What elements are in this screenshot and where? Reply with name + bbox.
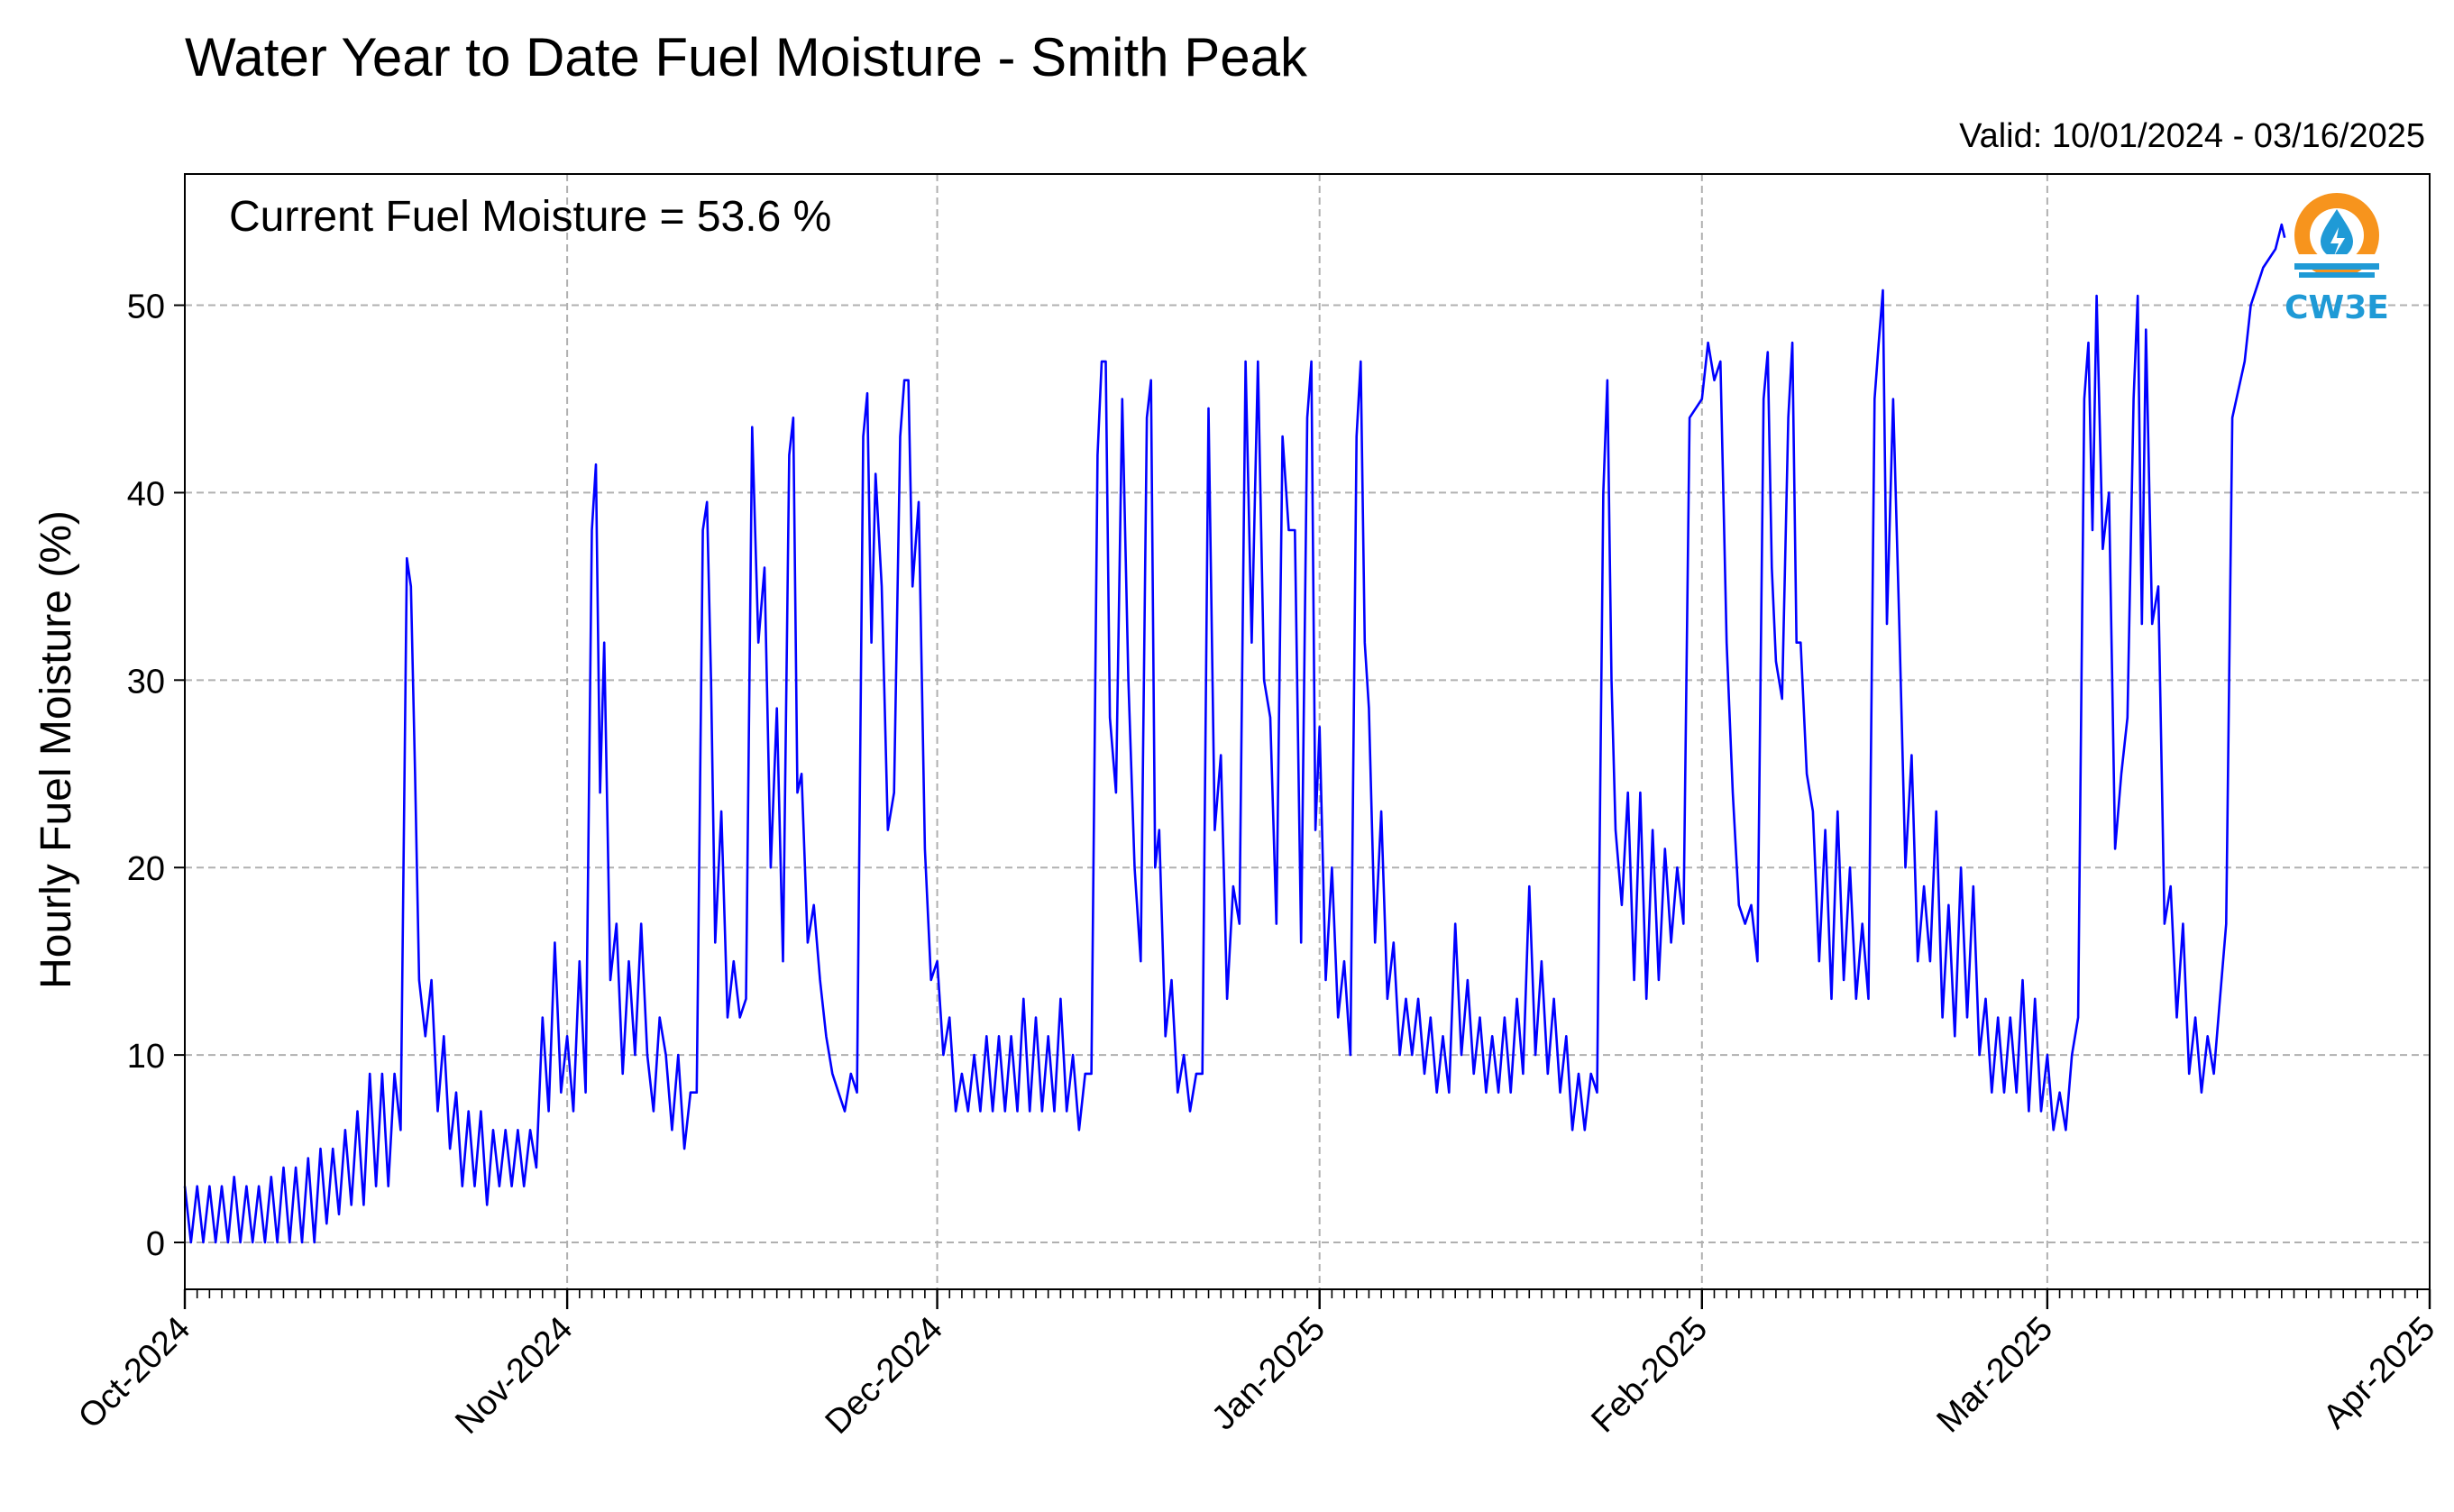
valid-date-range: Valid: 10/01/2024 - 03/16/2025 xyxy=(1959,117,2425,155)
y-tick-label: 10 xyxy=(127,1038,165,1076)
gridlines xyxy=(184,174,2431,1289)
y-tick-label: 40 xyxy=(127,475,165,513)
x-tick-label: Dec-2024 xyxy=(819,1310,950,1442)
y-tick-label: 30 xyxy=(127,663,165,701)
plot-frame xyxy=(184,173,2431,1290)
x-tick-label: Feb-2025 xyxy=(1584,1310,1715,1441)
x-tick-label: Oct-2024 xyxy=(71,1310,197,1436)
x-tick-label: Jan-2025 xyxy=(1204,1310,1332,1438)
fuel-moisture-line xyxy=(183,223,2286,1244)
x-tick-label: Mar-2025 xyxy=(1930,1310,2061,1441)
chart-title: Water Year to Date Fuel Moisture - Smith… xyxy=(185,27,1308,87)
data-series xyxy=(183,223,2286,1244)
x-tick-label: Nov-2024 xyxy=(448,1310,580,1442)
y-axis-label: Hourly Fuel Moisture (%) xyxy=(32,510,80,989)
cw3e-logo-icon xyxy=(2294,193,2379,278)
y-tick-label: 20 xyxy=(127,850,165,888)
cw3e-logo: CW3E xyxy=(2285,193,2389,326)
y-tick-label: 0 xyxy=(146,1225,165,1263)
x-tick-label: Apr-2025 xyxy=(2316,1310,2442,1436)
current-fuel-moisture-label: Current Fuel Moisture = 53.6 % xyxy=(229,193,831,241)
y-tick-label: 50 xyxy=(127,289,165,326)
cw3e-logo-text: CW3E xyxy=(2285,289,2389,326)
